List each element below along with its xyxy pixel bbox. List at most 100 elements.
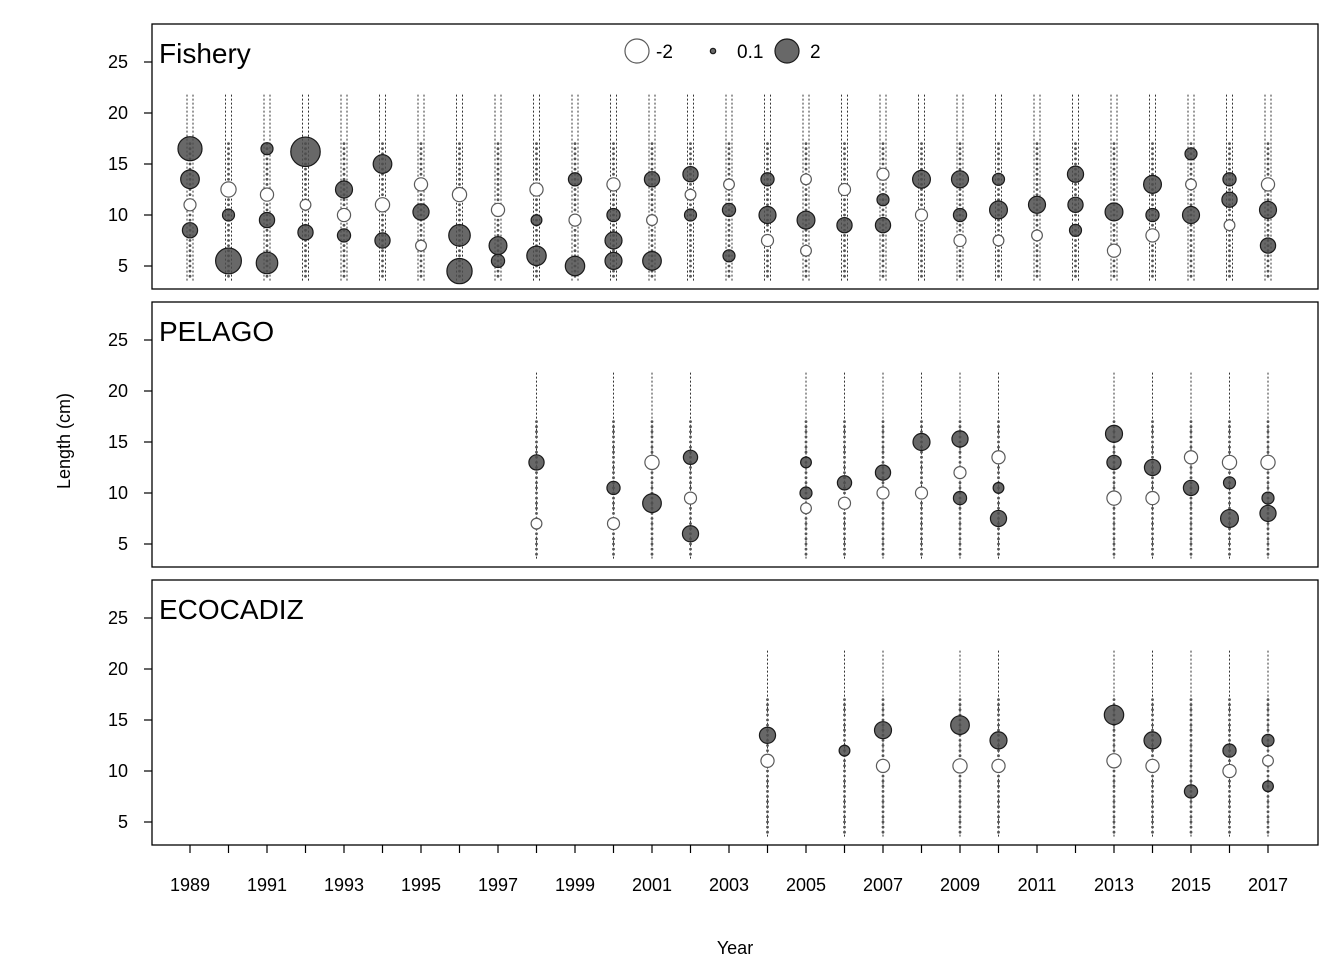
bin-marker: [997, 142, 1000, 146]
bin-marker: [612, 512, 615, 515]
bin-marker: [881, 820, 885, 824]
residual-bubble: [334, 180, 354, 199]
bin-marker: [496, 162, 500, 166]
bin-marker: [612, 147, 615, 151]
bin-marker: [1151, 825, 1154, 829]
bin-marker: [304, 269, 307, 273]
bin-marker: [689, 162, 692, 166]
bin-marker: [843, 759, 846, 763]
bin-marker: [881, 254, 885, 258]
x-tick-label: 2003: [709, 875, 749, 895]
bin-marker: [1189, 522, 1193, 525]
bin-marker: [650, 147, 654, 151]
bin-marker: [1151, 527, 1154, 531]
residual-bubble: [451, 186, 468, 203]
legend-label: 0.1: [737, 42, 763, 63]
bin-marker: [958, 537, 962, 541]
y-tick-label: 25: [108, 330, 128, 350]
legend-swatch: [774, 38, 800, 64]
residual-bubble: [800, 173, 812, 186]
bin-marker: [1228, 425, 1231, 429]
bin-marker: [1189, 269, 1193, 273]
bin-marker: [727, 193, 731, 197]
bin-marker: [997, 790, 1000, 793]
residual-bubble: [1027, 195, 1047, 214]
bin-marker: [689, 481, 692, 485]
bin-marker: [650, 440, 654, 444]
bin-marker: [265, 167, 269, 171]
bin-marker: [766, 820, 769, 824]
residual-bubble: [800, 244, 812, 257]
bin-marker: [1266, 476, 1270, 480]
bin-marker: [1266, 445, 1270, 449]
bin-marker: [689, 517, 692, 520]
bin-marker: [1266, 147, 1270, 151]
bin-marker: [1112, 552, 1116, 556]
residual-bubble: [989, 509, 1008, 528]
bin-marker: [997, 496, 1000, 500]
bin-marker: [1266, 152, 1270, 156]
bin-marker: [881, 208, 885, 212]
bin-marker: [843, 830, 846, 834]
bin-marker: [535, 512, 538, 515]
bin-marker: [1266, 820, 1270, 824]
bin-marker: [766, 784, 769, 788]
bin-marker: [1189, 254, 1193, 258]
bin-marker: [1112, 810, 1116, 814]
residual-bubble: [180, 169, 200, 190]
bin-marker: [920, 471, 923, 474]
bin-marker: [689, 542, 692, 546]
bin-marker: [843, 244, 846, 248]
residual-bubble: [1183, 784, 1199, 799]
bin-marker: [1151, 815, 1154, 819]
bin-marker: [920, 542, 923, 546]
bin-marker: [920, 512, 923, 515]
bin-marker: [1151, 269, 1154, 273]
legend-swatch: [624, 38, 650, 64]
bin-marker: [1189, 552, 1193, 556]
bin-marker: [1266, 481, 1270, 485]
bin-marker: [997, 718, 1000, 722]
bin-marker: [689, 506, 692, 510]
bin-marker: [612, 162, 615, 166]
bin-marker: [1112, 744, 1116, 747]
bin-marker: [1074, 157, 1077, 161]
bin-marker: [458, 177, 461, 181]
residual-bubble: [760, 753, 775, 768]
bin-marker: [227, 234, 230, 237]
bin-marker: [1151, 420, 1154, 423]
bin-marker: [1151, 481, 1154, 485]
residual-bubble: [875, 758, 891, 774]
bin-marker: [958, 739, 962, 742]
bin-marker: [612, 152, 615, 156]
residual-bubble: [951, 430, 969, 448]
bin-marker: [920, 552, 923, 556]
bin-marker: [1112, 774, 1116, 778]
bin-marker: [1189, 820, 1193, 824]
bin-marker: [804, 198, 808, 202]
bin-marker: [1189, 825, 1193, 829]
bin-marker: [804, 162, 808, 166]
bin-marker: [1266, 223, 1270, 227]
bin-marker: [650, 542, 654, 546]
residual-bubble: [1261, 733, 1275, 748]
bin-marker: [419, 198, 423, 202]
bin-marker: [1112, 234, 1116, 237]
bin-marker: [843, 779, 846, 783]
bin-marker: [920, 517, 923, 520]
bin-marker: [843, 784, 846, 788]
bin-marker: [958, 157, 962, 161]
bin-marker: [496, 183, 500, 186]
bin-marker: [881, 455, 885, 459]
panel-fishery: 5 10 15 20 25 Fishery: [108, 23, 1319, 290]
bin-marker: [1228, 708, 1231, 712]
residual-bubble: [644, 454, 660, 471]
bin-marker: [997, 152, 1000, 156]
bin-marker: [843, 167, 846, 171]
residual-bubble: [874, 216, 892, 234]
bin-marker: [227, 203, 230, 207]
bin-marker: [1151, 506, 1154, 510]
bin-marker: [958, 800, 962, 803]
bin-marker: [1189, 223, 1193, 227]
bin-marker: [804, 157, 808, 161]
